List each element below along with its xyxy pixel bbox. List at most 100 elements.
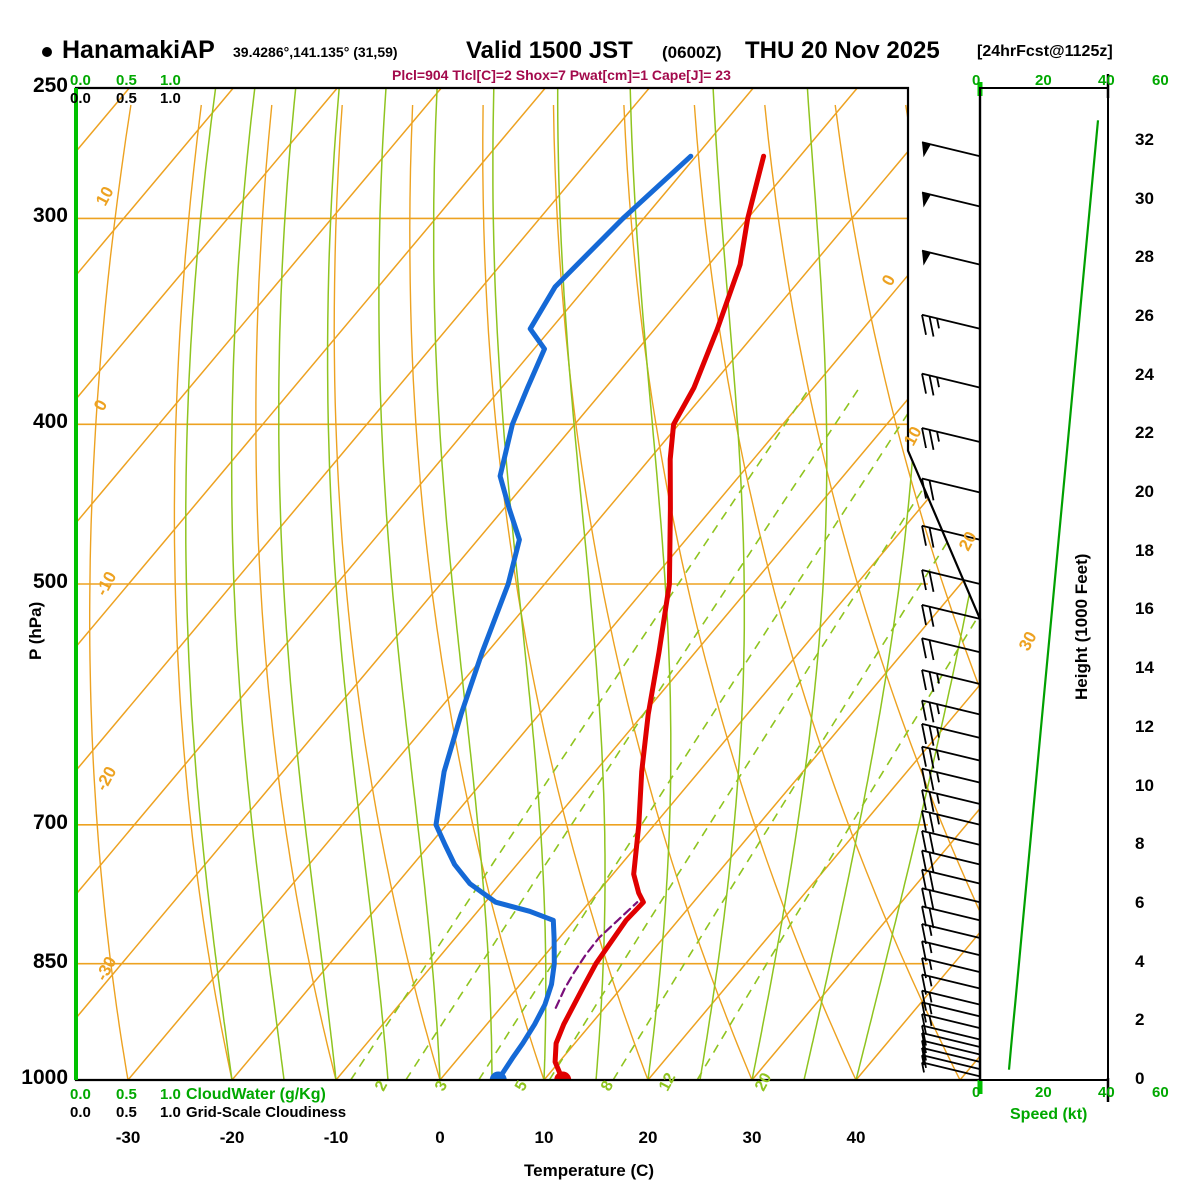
wind-barb [921,1039,981,1061]
isotherm-line [76,88,546,1080]
dewpoint-profile-line [433,153,694,1080]
height-tick-label: 0 [1135,1069,1145,1088]
speed-tick-label-top: 40 [1098,72,1115,89]
isotherm-value-label-right: 20 [955,528,981,554]
isotherm-value-label-left: -10 [92,568,121,599]
wind-barb [921,868,981,892]
height-axis-label: Height (1000 Feet) [1072,553,1091,700]
valid-time: Valid 1500 JST [466,37,633,64]
isotherm-value-label-left: 10 [92,183,118,209]
station-coordinates: 39.4286°,141.135° (31,59) [233,44,398,60]
wind-barb [921,767,981,791]
cloudiness-tick-label-bottom: 1.0 [160,1104,181,1121]
wind-barb [921,637,981,661]
height-tick-label: 14 [1135,658,1154,678]
moist-adiabat-line [278,88,337,1080]
wind-barb [921,723,981,746]
speed-tick-label-bottom: 40 [1098,1084,1115,1101]
speed-axis-label: Speed (kt) [1010,1106,1088,1123]
wind-barb [921,477,981,501]
moist-adiabat-line [556,88,606,1080]
temperature-tick-label: 30 [742,1128,762,1147]
moist-adiabat-line [751,88,828,1080]
height-tick-label: 12 [1135,716,1154,736]
moist-adiabat-line [855,88,980,1080]
isotherm-line [76,88,234,1080]
moist-adiabat-line [629,88,672,1080]
cloudiness-tick-label-bottom: 0.5 [116,1104,137,1121]
mixing-ratio-line [612,387,980,1080]
wind-barb [921,905,981,929]
cloudwater-axis-label: CloudWater (g/Kg) [186,1086,326,1103]
wind-barb [921,745,981,769]
height-tick-label: 32 [1135,129,1154,149]
mixing-ratio-value-label: 8 [598,1078,618,1094]
dry-adiabat-line [834,104,980,1080]
wind-barb [921,1001,981,1023]
wind-barb [921,191,981,208]
isotherm-value-label-right: 30 [1015,628,1041,654]
parcel-profile-line [554,901,639,1009]
wind-barb [921,1054,981,1071]
pressure-axis-label: P (hPa) [26,601,45,660]
wind-barb [921,699,981,723]
temperature-profile-line [552,153,767,1080]
dry-adiabat-line [623,104,857,1080]
dry-adiabat-line [409,104,545,1080]
moist-adiabat-line [699,88,746,1080]
dry-adiabat-line [333,104,441,1080]
wind-barb [921,524,981,548]
temperature-tick-label: 40 [846,1128,866,1147]
speed-tick-label-top: 60 [1152,72,1169,89]
height-tick-label: 4 [1135,951,1145,971]
dry-adiabat-line [482,104,649,1080]
station-name: HanamakiAP [62,36,215,64]
wind-barb [921,1032,981,1054]
wind-barb [921,1024,981,1046]
mixing-ratio-value-label: 3 [432,1078,452,1094]
cloudwater-tick-label-top: 0.0 [70,72,91,89]
mixing-ratio-line [696,387,980,1080]
speed-tick-label-bottom: 60 [1152,1084,1169,1101]
height-tick-label: 22 [1135,423,1154,443]
temperature-axis-label: Temperature (C) [524,1161,655,1180]
pressure-tick-label: 850 [32,949,68,973]
temperature-tick-label: -30 [115,1128,141,1147]
wind-barb [921,789,981,813]
wind-barb [921,141,981,158]
mixing-ratio-value-label: 20 [752,1070,776,1094]
moist-adiabat-line [378,88,441,1080]
isotherm-line [76,88,650,1080]
wind-barb [921,923,981,945]
speed-tick-label-bottom: 0 [972,1084,981,1101]
cloudiness-tick-label-bottom: 0.0 [70,1104,91,1121]
cloudiness-tick-label-top: 0.0 [70,90,91,107]
mixing-ratio-value-label: 12 [656,1070,680,1094]
isotherm-value-label-right: 0 [878,271,900,289]
pressure-tick-label: 300 [32,204,68,228]
cloudiness-tick-label-top: 1.0 [160,90,181,107]
plot-grid-group [76,88,980,1080]
mixing-ratio-value-label: 5 [512,1078,532,1094]
isotherm-line [76,88,442,1080]
station-marker-icon [42,47,52,57]
moist-adiabat-line [185,88,233,1080]
wind-barb [921,973,981,995]
dry-adiabat-line [255,104,337,1080]
speed-tick-label-bottom: 20 [1035,1084,1052,1101]
isotherm-line [439,88,980,1080]
cloudwater-tick-label-bottom: 1.0 [160,1086,181,1103]
wind-barb [921,1013,981,1035]
surface-dewpoint-marker [489,1071,507,1080]
height-tick-label: 10 [1135,775,1154,795]
pressure-tick-label: 1000 [21,1066,68,1089]
valid-date: THU 20 Nov 2025 [745,37,940,64]
wind-barb-group [921,141,981,1078]
height-tick-label: 28 [1135,247,1154,267]
isotherm-line [543,88,980,1080]
temperature-tick-label: -20 [219,1128,245,1147]
height-tick-label: 30 [1135,188,1154,208]
valid-time-zulu: (0600Z) [662,43,722,62]
mixing-ratio-value-label: 2 [372,1078,392,1094]
